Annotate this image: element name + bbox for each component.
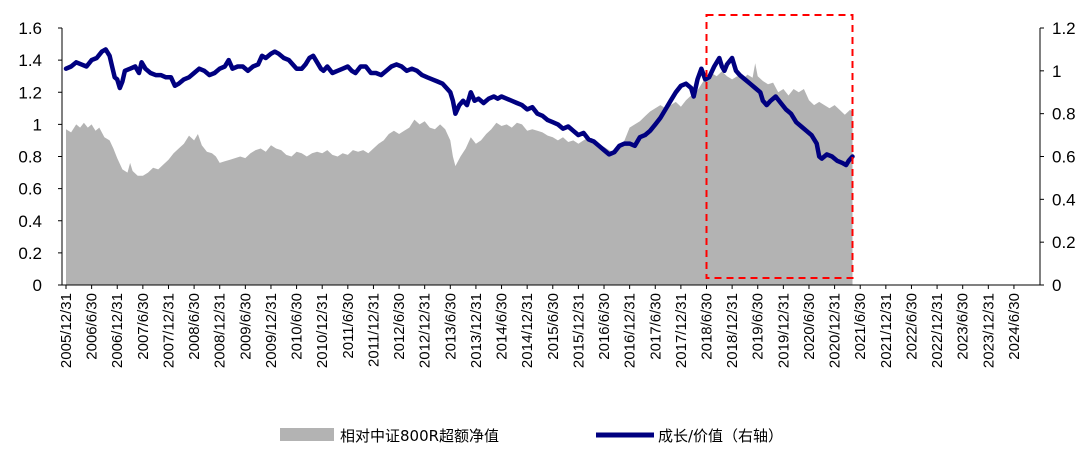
x-tick-label: 2008/12/31 bbox=[212, 293, 229, 368]
x-tick-label: 2010/6/30 bbox=[289, 293, 306, 360]
right-tick-label: 1 bbox=[1052, 62, 1061, 81]
x-tick-label: 2016/12/31 bbox=[622, 293, 639, 368]
left-y-axis: 0 0.2 0.4 0.6 0.8 1 1.2 1.4 1.6 bbox=[18, 19, 63, 295]
x-tick-label: 2011/12/31 bbox=[365, 293, 382, 367]
x-tick-label: 2012/12/31 bbox=[417, 293, 434, 368]
x-tick-label: 2007/12/31 bbox=[161, 293, 178, 368]
x-tick-label: 2012/6/30 bbox=[391, 293, 408, 360]
left-tick-label: 1.4 bbox=[18, 51, 42, 70]
left-tick-label: 1 bbox=[33, 115, 42, 134]
x-tick-label: 2014/6/30 bbox=[494, 293, 511, 360]
x-tick-label: 2024/6/30 bbox=[1006, 293, 1023, 360]
left-tick-label: 0.8 bbox=[18, 148, 42, 167]
x-tick-label: 2009/6/30 bbox=[237, 293, 254, 360]
right-tick-label: 0 bbox=[1052, 276, 1061, 295]
area-series-excess-nav bbox=[66, 63, 853, 285]
x-tick-label: 2018/6/30 bbox=[699, 293, 716, 360]
x-tick-label: 2022/6/30 bbox=[904, 293, 921, 360]
x-tick-label: 2015/12/31 bbox=[570, 293, 587, 368]
x-tick-label: 2019/12/31 bbox=[775, 293, 792, 368]
left-tick-label: 1.2 bbox=[18, 83, 42, 102]
x-axis: 2005/12/31 2006/6/30 2006/12/31 2007/6/30 20… bbox=[58, 284, 1040, 368]
x-tick-label: 2008/6/30 bbox=[186, 293, 203, 360]
x-tick-label: 2009/12/31 bbox=[263, 293, 280, 368]
right-tick-label: 0.6 bbox=[1052, 148, 1076, 167]
right-tick-label: 0.8 bbox=[1052, 105, 1076, 124]
x-tick-label: 2006/6/30 bbox=[84, 293, 101, 360]
x-tick-label: 2005/12/31 bbox=[58, 293, 75, 368]
left-tick-label: 0.6 bbox=[18, 180, 42, 199]
x-tick-label: 2011/6/30 bbox=[340, 293, 357, 359]
x-tick-label: 2023/12/31 bbox=[980, 293, 997, 368]
right-tick-label: 0.4 bbox=[1052, 190, 1076, 209]
x-tick-label: 2017/6/30 bbox=[647, 293, 664, 360]
x-tick-label: 2023/6/30 bbox=[955, 293, 972, 360]
right-tick-label: 1.2 bbox=[1052, 19, 1076, 38]
x-tick-label: 2018/12/31 bbox=[724, 293, 741, 368]
x-tick-label: 2020/12/31 bbox=[827, 293, 844, 368]
x-tick-label: 2006/12/31 bbox=[109, 293, 126, 368]
x-tick-label: 2019/6/30 bbox=[750, 293, 767, 360]
x-tick-label: 2014/12/31 bbox=[519, 293, 536, 368]
plot-area bbox=[63, 14, 855, 285]
legend-label-excess-nav: 相对中证800R超额净值 bbox=[340, 427, 499, 445]
x-tick-label: 2021/6/30 bbox=[852, 293, 869, 360]
x-tick-label: 2017/12/31 bbox=[673, 293, 690, 368]
line-series-growth-value bbox=[63, 47, 855, 168]
legend: 相对中证800R超额净值 成长/价值（右轴） bbox=[280, 427, 783, 445]
x-tick-label: 2013/6/30 bbox=[442, 293, 459, 360]
x-tick-label: 2022/12/31 bbox=[929, 293, 946, 368]
x-tick-label: 2015/6/30 bbox=[545, 293, 562, 360]
legend-label-growth-value: 成长/价值（右轴） bbox=[658, 427, 783, 445]
left-tick-label: 0.4 bbox=[18, 212, 42, 231]
x-tick-label: 2007/6/30 bbox=[135, 293, 152, 360]
x-tick-label: 2010/12/31 bbox=[314, 293, 331, 368]
left-tick-label: 0.2 bbox=[18, 244, 42, 263]
x-tick-label: 2020/6/30 bbox=[801, 293, 818, 360]
x-tick-label: 2013/12/31 bbox=[468, 293, 485, 368]
left-tick-label: 0 bbox=[33, 276, 42, 295]
legend-swatch-excess-nav bbox=[280, 428, 334, 441]
right-y-axis: 0 0.2 0.4 0.6 0.8 1 1.2 bbox=[1039, 19, 1076, 295]
right-tick-label: 0.2 bbox=[1052, 233, 1076, 252]
highlight-box bbox=[705, 14, 854, 279]
x-tick-label: 2016/6/30 bbox=[596, 293, 613, 360]
left-tick-label: 1.6 bbox=[18, 19, 42, 38]
x-tick-label: 2021/12/31 bbox=[878, 293, 895, 368]
